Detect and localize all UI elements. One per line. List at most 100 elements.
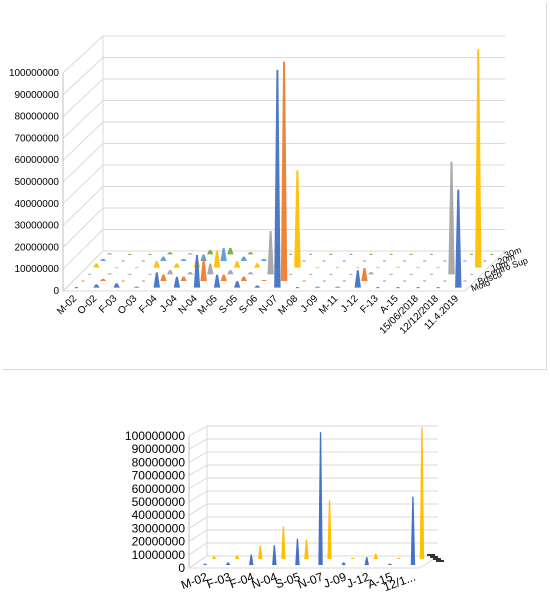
x-tick-label: N-07 xyxy=(296,570,326,592)
bar-Centro Sup xyxy=(247,272,254,275)
y-tick-label: 10000000 xyxy=(132,548,186,562)
bar-series-0 xyxy=(225,562,231,565)
bar-Centro Sup xyxy=(106,273,114,275)
bar-20m xyxy=(180,258,187,261)
bar-Bosco xyxy=(200,259,207,281)
bar-30m xyxy=(247,252,254,255)
y-tick-label: 70000000 xyxy=(132,469,186,483)
bar-Molo xyxy=(213,274,221,288)
chart-panel-bottom: 0 10000000 20000000 30000000 40000000 5000000… xyxy=(115,420,445,606)
gridline-side xyxy=(62,78,104,117)
y-tick-label: 80000000 xyxy=(15,112,60,123)
bar-Molo xyxy=(455,189,462,288)
gridline-side xyxy=(188,438,208,450)
depth-marker xyxy=(436,560,444,562)
bar-Molo xyxy=(233,281,241,288)
gridline-side xyxy=(62,35,104,74)
bar-series-1 xyxy=(327,500,332,559)
y-tick-label: 80000000 xyxy=(132,455,186,469)
bar-series-0 xyxy=(202,563,208,565)
bar-series-0 xyxy=(410,496,416,565)
x-tick-label: O-02 xyxy=(76,293,100,317)
bar-10m xyxy=(294,170,301,268)
depth-marker xyxy=(430,556,438,558)
bar-10m xyxy=(233,261,241,268)
bar-20m xyxy=(160,256,167,261)
gridline-side xyxy=(62,186,104,226)
x-tick-label: J-12 xyxy=(339,293,361,315)
bar-Centro Sup xyxy=(207,263,214,275)
bar-10m xyxy=(173,263,180,268)
bar-30m xyxy=(106,253,113,255)
y-tick-label: 70000000 xyxy=(15,133,60,144)
bar-Molo xyxy=(93,284,100,288)
x-tick-label: O-03 xyxy=(116,293,140,317)
x-tick-label: N-07 xyxy=(257,293,280,316)
bar-Bosco xyxy=(220,274,227,281)
bar-Bosco xyxy=(99,278,107,281)
bar-series-1 xyxy=(350,557,355,559)
bar-Molo xyxy=(254,285,261,288)
x-tick-label: M-05 xyxy=(196,293,220,317)
bar-series-1 xyxy=(234,555,240,559)
bar-series-0 xyxy=(272,545,277,565)
bar-Molo xyxy=(274,69,281,288)
x-tick-label: M-08 xyxy=(276,293,300,317)
gridline-side xyxy=(62,143,104,183)
y-tick-label: 40000000 xyxy=(15,199,60,210)
y-tick-label: 60000000 xyxy=(132,482,186,496)
x-tick-label: J-09 xyxy=(299,293,321,315)
bar-series-1 xyxy=(304,539,309,559)
bar-Bosco xyxy=(180,276,187,281)
chart-3d-bottom: 0100000002000000030000000400000005000000… xyxy=(125,425,444,594)
x-tick-label: F-04 xyxy=(137,293,160,316)
floor xyxy=(187,555,440,569)
y-tick-label: 20000000 xyxy=(132,535,186,549)
depth-marker xyxy=(427,554,435,556)
x-tick-label: N-04 xyxy=(177,293,200,316)
bar-Molo xyxy=(113,283,120,288)
bar-series-0 xyxy=(249,554,254,565)
bar-series-1 xyxy=(281,526,286,559)
x-tick-label: M-11 xyxy=(317,293,341,317)
gridline-side xyxy=(62,164,104,205)
y-tick-label: 90000000 xyxy=(15,90,60,101)
y-tick-label: 10000000 xyxy=(15,264,60,275)
y-tick-label: 0 xyxy=(53,286,59,297)
bar-20m xyxy=(220,248,227,261)
bar-Centro Sup xyxy=(227,269,234,275)
bar-series-0 xyxy=(295,538,300,565)
bar-10m xyxy=(93,263,100,268)
bar-series-1 xyxy=(419,427,425,559)
bar-Molo xyxy=(173,276,181,288)
gridline-side xyxy=(188,490,208,503)
bar-Bosco xyxy=(240,276,248,281)
bar-20m xyxy=(99,258,107,261)
bar-Molo xyxy=(133,286,140,288)
bar-10m xyxy=(253,263,261,268)
gridline-side xyxy=(188,451,208,463)
gridline-side xyxy=(188,464,208,477)
gridline-side xyxy=(188,503,208,516)
bar-Centro Sup xyxy=(448,161,455,275)
bar-Centro Sup xyxy=(367,272,375,275)
bar-series-1 xyxy=(396,557,402,559)
bar-series-1 xyxy=(258,545,263,559)
y-tick-label: 50000000 xyxy=(15,177,60,188)
bar-series-0 xyxy=(387,563,393,565)
bar-20m xyxy=(240,256,247,261)
bar-Molo xyxy=(153,272,160,288)
gridline-side xyxy=(62,229,104,270)
bar-10m xyxy=(153,261,160,268)
bar-30m xyxy=(166,252,174,255)
bar-Centro Sup xyxy=(267,230,274,275)
depth-marker xyxy=(433,558,441,560)
y-tick-label: 100000000 xyxy=(9,68,59,79)
gridline-side xyxy=(62,57,104,96)
y-tick-label: 30000000 xyxy=(15,221,60,232)
bar-30m xyxy=(207,250,214,255)
y-tick-label: 20000000 xyxy=(15,242,60,253)
gridline-side xyxy=(188,425,208,437)
bar-Molo xyxy=(334,286,341,288)
floor xyxy=(61,250,507,292)
